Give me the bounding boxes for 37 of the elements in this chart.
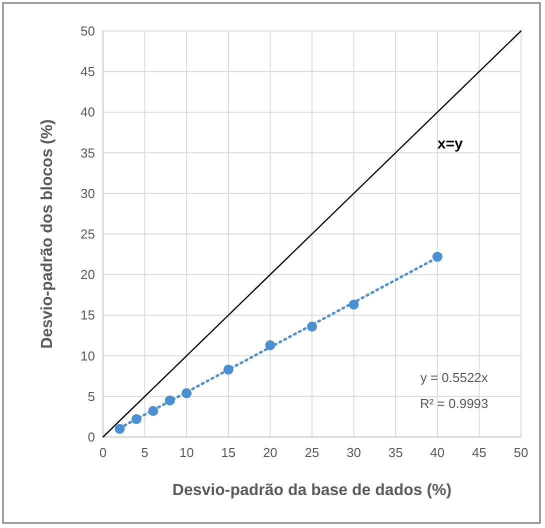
x-tick-label: 5 — [141, 445, 148, 460]
y-tick-label: 35 — [80, 145, 95, 160]
x-tick-label: 10 — [179, 445, 194, 460]
y-tick-label: 10 — [80, 348, 95, 364]
x-tick-label: 0 — [99, 445, 107, 460]
y-tick-label: 30 — [80, 186, 95, 201]
x-axis-title: Desvio-padrão da base de dados (%) — [172, 482, 452, 499]
y-tick-label: 50 — [80, 24, 95, 38]
point — [148, 406, 158, 416]
x-tick-label: 15 — [221, 445, 236, 460]
annotation: x=y — [437, 136, 464, 153]
point — [348, 300, 359, 310]
y-tick-label: 15 — [80, 308, 95, 323]
y-tick-label: 40 — [80, 104, 95, 120]
x-tick-label: 35 — [388, 445, 403, 460]
y-tick-label: 20 — [80, 267, 95, 282]
point — [164, 395, 175, 406]
point — [114, 424, 125, 434]
y-tick-label: 5 — [88, 388, 95, 404]
y-tick-label: 0 — [88, 430, 95, 444]
x-tick-label: 40 — [430, 445, 445, 460]
y-tick-label: 25 — [80, 226, 95, 242]
annotation: y = 0.5522x — [420, 370, 488, 385]
point — [432, 252, 442, 262]
point — [307, 322, 317, 332]
point — [131, 414, 142, 424]
point — [223, 364, 234, 375]
point — [265, 340, 276, 350]
x-tick-label: 45 — [472, 445, 486, 460]
x-tick-label: 30 — [346, 445, 362, 460]
annotation: R² = 0.9993 — [420, 396, 488, 411]
x-tick-label: 50 — [514, 445, 528, 460]
x-tick-label: 20 — [262, 445, 278, 460]
y-axis-title: Desvio-padrão dos blocos (%) — [39, 119, 56, 349]
point — [182, 388, 192, 398]
y-tick-label: 45 — [80, 64, 95, 80]
x-tick-label: 25 — [304, 445, 320, 460]
